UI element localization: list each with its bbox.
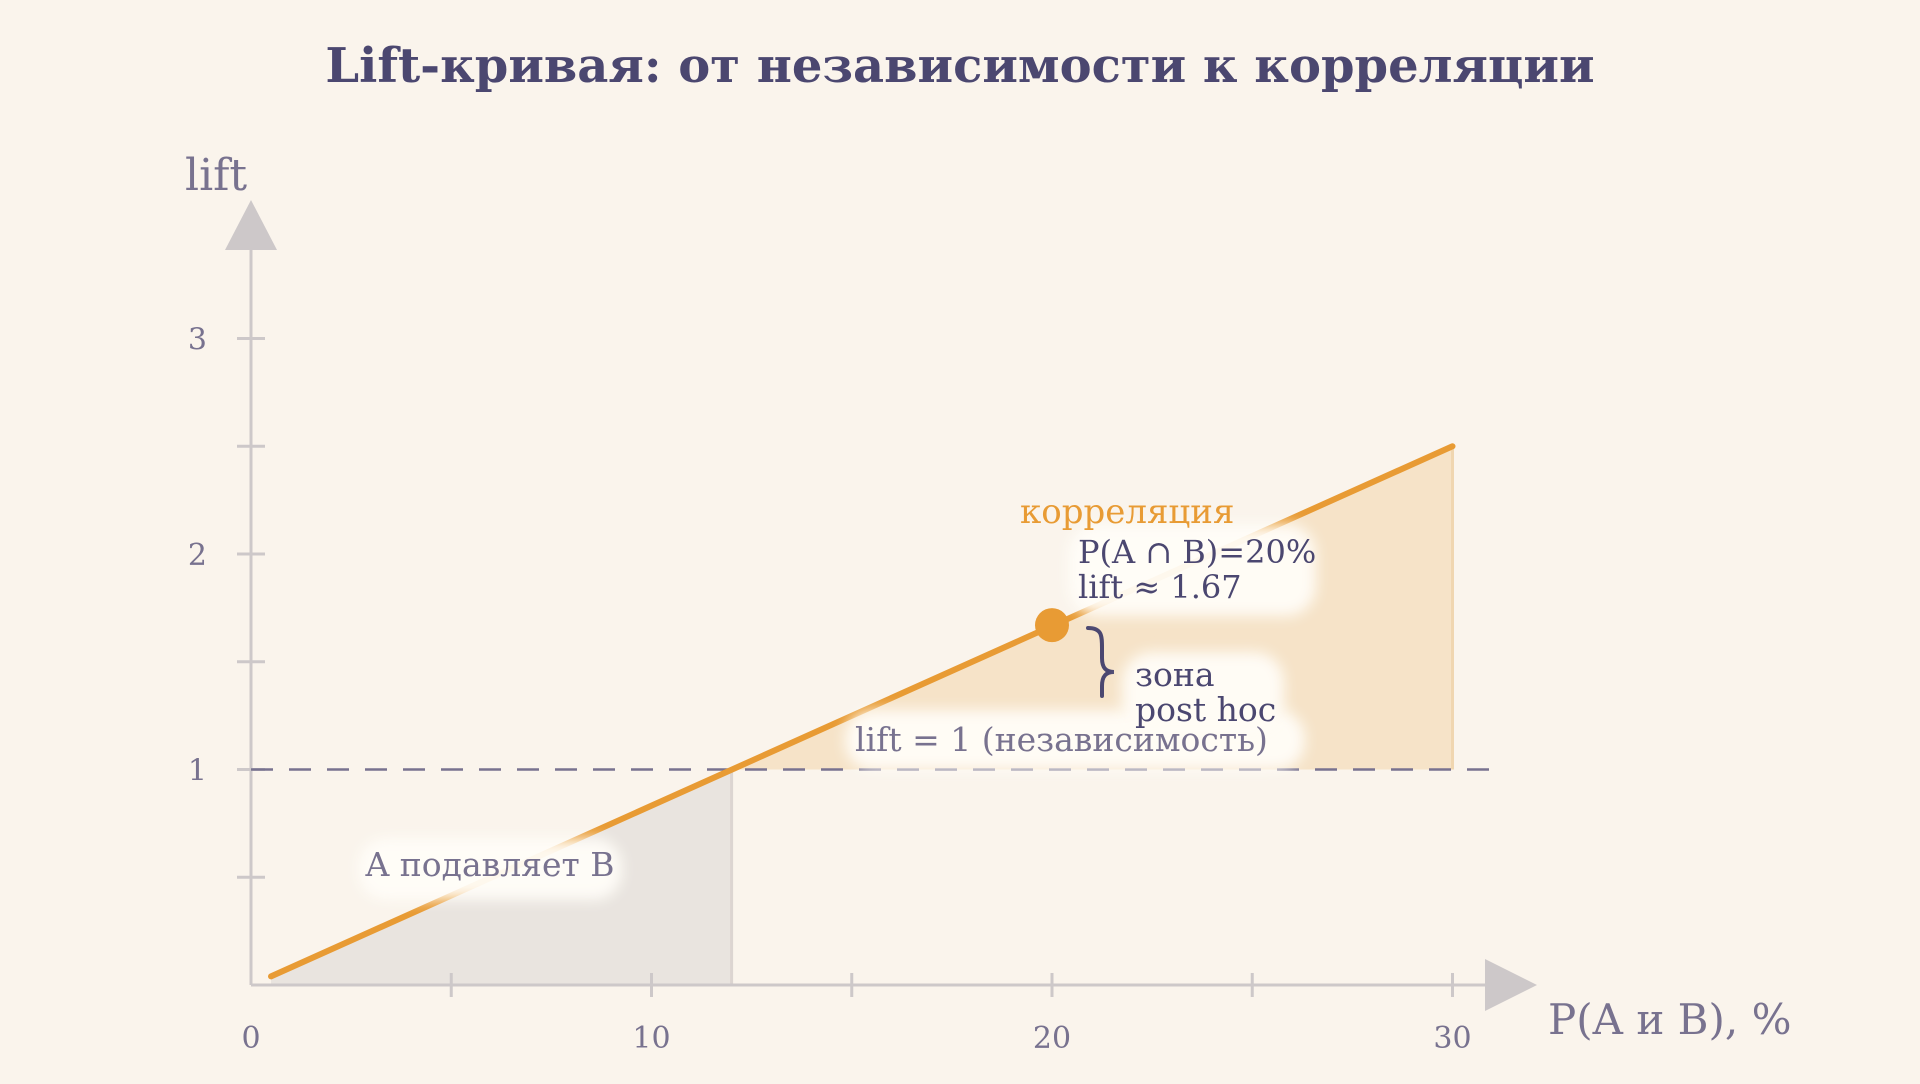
y-tick-label: 2 (188, 538, 207, 573)
brace-icon (1086, 626, 1115, 698)
highlight-point-label-probability: P(A ∩ B)=20% (1078, 533, 1316, 571)
reference-line-label: lift = 1 (независимость) (855, 720, 1268, 759)
axes: 0 10 20 30 1 2 3 (188, 200, 1537, 1056)
y-axis-title: lift (185, 150, 247, 201)
x-tick-label: 20 (1033, 1021, 1071, 1056)
brace-label-zone: зона (1135, 655, 1215, 694)
y-tick-label: 1 (188, 754, 207, 789)
x-tick-label: 10 (632, 1021, 670, 1056)
highlight-point (1035, 608, 1069, 643)
x-axis-title: P(A и B), % (1548, 995, 1792, 1044)
y-axis-arrow-icon (225, 200, 277, 250)
chart-title: Lift-кривая: от независимости к корреляц… (325, 38, 1594, 94)
x-tick-label: 0 (241, 1021, 260, 1056)
y-tick-label: 3 (188, 323, 207, 358)
region-suppression-label: A подавляет B (364, 845, 614, 884)
x-tick-label: 30 (1433, 1021, 1471, 1056)
highlight-point-label-lift: lift ≈ 1.67 (1078, 568, 1242, 606)
brace-label-post-hoc: post hoc (1135, 690, 1276, 729)
x-axis-arrow-icon (1485, 959, 1537, 1011)
region-correlation-label: корреляция (1020, 492, 1234, 532)
